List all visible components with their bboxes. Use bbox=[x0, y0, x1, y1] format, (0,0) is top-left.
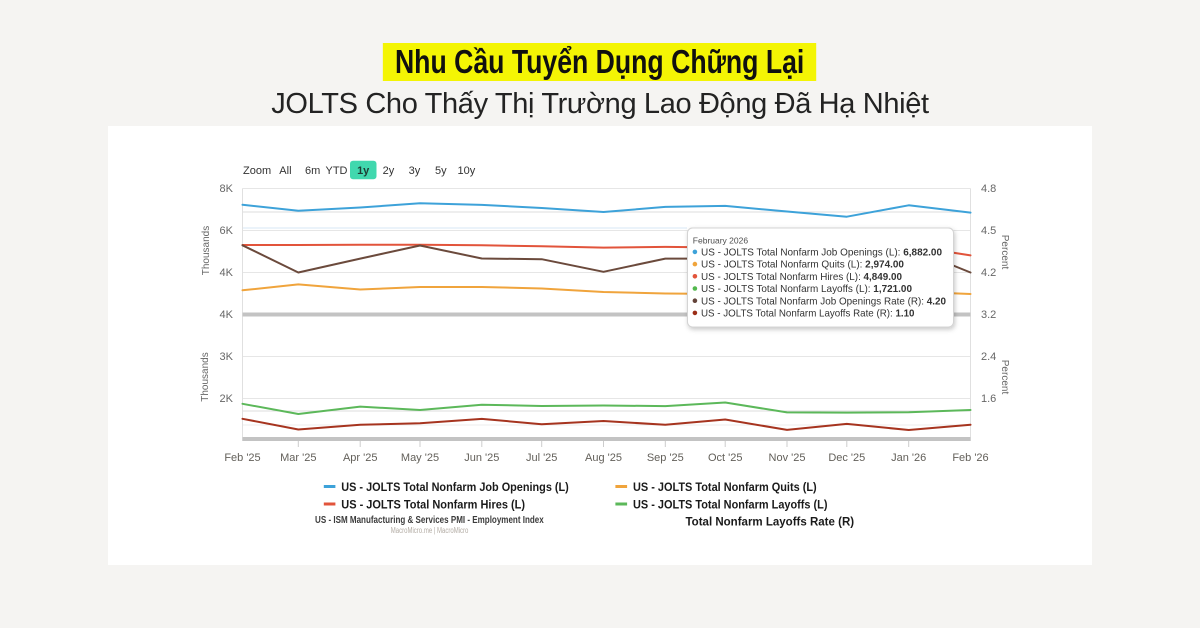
svg-text:1.6: 1.6 bbox=[981, 393, 996, 405]
svg-text:4K: 4K bbox=[220, 267, 234, 279]
svg-text:Jul '25: Jul '25 bbox=[526, 452, 557, 464]
svg-text:US - JOLTS Total Nonfarm Hires: US - JOLTS Total Nonfarm Hires (L) bbox=[341, 497, 525, 511]
svg-text:Percent: Percent bbox=[999, 360, 1010, 395]
svg-text:Percent: Percent bbox=[999, 235, 1010, 270]
svg-text:Feb '26: Feb '26 bbox=[952, 452, 988, 464]
svg-text:8K: 8K bbox=[220, 183, 234, 195]
svg-text:Apr '25: Apr '25 bbox=[343, 452, 378, 464]
svg-text:Thousands: Thousands bbox=[200, 352, 211, 401]
svg-text:4.5: 4.5 bbox=[981, 225, 996, 237]
svg-text:All: All bbox=[279, 165, 291, 177]
svg-text:Nov '25: Nov '25 bbox=[769, 452, 806, 464]
svg-text:6K: 6K bbox=[220, 225, 234, 237]
svg-text:10y: 10y bbox=[458, 165, 476, 177]
svg-text:2.4: 2.4 bbox=[981, 351, 996, 363]
svg-text:2K: 2K bbox=[220, 393, 234, 405]
svg-text:YTD: YTD bbox=[326, 165, 348, 177]
svg-text:Mar '25: Mar '25 bbox=[280, 452, 316, 464]
svg-text:Aug '25: Aug '25 bbox=[585, 452, 622, 464]
svg-text:4.2: 4.2 bbox=[981, 267, 996, 279]
svg-text:US - JOLTS Total Nonfarm Quits: US - JOLTS Total Nonfarm Quits (L): 2,97… bbox=[701, 260, 904, 271]
svg-text:6m: 6m bbox=[305, 165, 320, 177]
svg-text:US - JOLTS Total Nonfarm Hires: US - JOLTS Total Nonfarm Hires (L): 4,84… bbox=[701, 272, 902, 283]
svg-text:4.8: 4.8 bbox=[981, 183, 996, 195]
svg-text:US - JOLTS Total Nonfarm Layof: US - JOLTS Total Nonfarm Layoffs Rate (R… bbox=[701, 309, 915, 320]
svg-text:Oct '25: Oct '25 bbox=[708, 452, 743, 464]
svg-text:US - JOLTS Total Nonfarm Quits: US - JOLTS Total Nonfarm Quits (L) bbox=[633, 480, 817, 494]
svg-text:US - JOLTS Total Nonfarm Job O: US - JOLTS Total Nonfarm Job Openings (L… bbox=[701, 248, 942, 259]
svg-text:3y: 3y bbox=[409, 165, 421, 177]
svg-text:2y: 2y bbox=[383, 165, 395, 177]
svg-text:MacroMicro.me | MacroMicro: MacroMicro.me | MacroMicro bbox=[391, 526, 469, 535]
svg-text:Jan '26: Jan '26 bbox=[891, 452, 926, 464]
svg-text:Sep '25: Sep '25 bbox=[647, 452, 684, 464]
svg-text:February 2026: February 2026 bbox=[693, 236, 749, 246]
svg-text:3K: 3K bbox=[220, 351, 234, 363]
svg-text:US - ISM Manufacturing & Servi: US - ISM Manufacturing & Services PMI - … bbox=[315, 515, 544, 526]
svg-text:Thousands: Thousands bbox=[201, 226, 212, 275]
svg-text:Jun '25: Jun '25 bbox=[464, 452, 499, 464]
svg-text:4K: 4K bbox=[220, 309, 234, 321]
svg-text:May '25: May '25 bbox=[401, 452, 439, 464]
svg-text:US - JOLTS Total Nonfarm Job O: US - JOLTS Total Nonfarm Job Openings (L… bbox=[341, 480, 569, 494]
svg-text:Feb '25: Feb '25 bbox=[224, 452, 260, 464]
svg-text:Dec '25: Dec '25 bbox=[828, 452, 865, 464]
svg-text:3.2: 3.2 bbox=[981, 309, 996, 321]
svg-text:5y: 5y bbox=[435, 165, 447, 177]
svg-text:Zoom: Zoom bbox=[243, 165, 271, 177]
svg-text:1y: 1y bbox=[357, 165, 370, 177]
svg-text:US - JOLTS Total Nonfarm Job O: US - JOLTS Total Nonfarm Job Openings Ra… bbox=[701, 296, 946, 307]
svg-text:Total Nonfarm Layoffs Rate (R): Total Nonfarm Layoffs Rate (R) bbox=[686, 515, 855, 529]
svg-text:US - JOLTS Total Nonfarm Layof: US - JOLTS Total Nonfarm Layoffs (L): 1,… bbox=[701, 284, 912, 295]
svg-text:US - JOLTS Total Nonfarm Layof: US - JOLTS Total Nonfarm Layoffs (L) bbox=[633, 497, 828, 511]
